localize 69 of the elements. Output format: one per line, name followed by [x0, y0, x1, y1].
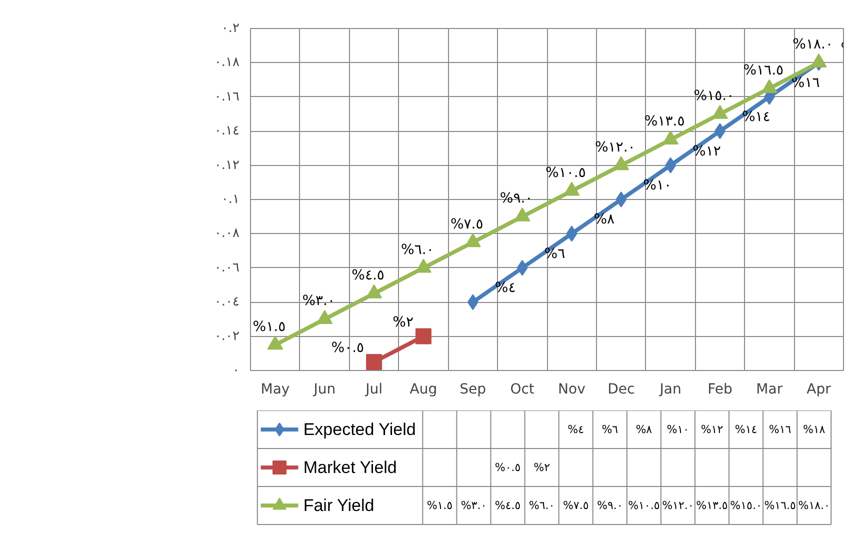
text: %١٢.٠: [662, 499, 694, 512]
x-tick-label: Dec: [608, 382, 635, 398]
y-tick-label: ٠.١٨: [214, 55, 240, 70]
data-label: %١٣.٥: [644, 114, 685, 130]
x-tick-label: Mar: [756, 382, 783, 398]
x-tick-label: Jan: [658, 382, 682, 398]
data-label: %٠.٥: [331, 340, 364, 356]
data-label: %٢: [392, 314, 414, 330]
y-tick-label: ٠.١٢: [214, 158, 240, 173]
x-tick-label: Sep: [460, 382, 486, 398]
legend-label: Market Yield: [303, 458, 397, 477]
y-tick-label: ٠.٠٢: [214, 328, 240, 344]
data-label: %١٠: [643, 178, 672, 194]
data-label: %٦.٠: [401, 242, 434, 258]
x-tick-label: Feb: [708, 382, 732, 398]
data-label: %١.٥: [252, 318, 286, 335]
legend-label: Expected Yield: [303, 420, 416, 439]
data-label: %١٦.٥: [743, 62, 784, 78]
text: %١٥.٠: [730, 499, 762, 512]
y-tick-label: ٠.٠٨: [214, 226, 240, 242]
x-tick-label: Oct: [510, 382, 535, 398]
y-tick-label: ٠: [232, 363, 240, 378]
text: %٦.٠: [528, 499, 555, 512]
text: %١.٥: [426, 499, 453, 512]
text: %١٠.٥: [628, 499, 660, 512]
text: %٢: [534, 461, 550, 474]
x-tick-label: Jul: [364, 382, 382, 398]
data-label: %٤: [494, 280, 516, 296]
text: %٤.٥: [494, 499, 521, 512]
x-tick-label: Jun: [312, 382, 336, 398]
data-label: %٤.٥: [352, 268, 384, 284]
x-tick-label: Aug: [410, 382, 438, 398]
text: %١٢: [700, 423, 724, 436]
text: %٧.٥: [562, 499, 589, 512]
text: %١٨: [802, 423, 826, 436]
text: %١٤: [734, 423, 758, 436]
y-tick-label: ٠.١٤: [214, 124, 240, 139]
data-label: %٣.٠: [302, 293, 336, 310]
data-label: %١٥.٠: [694, 88, 734, 104]
y-tick-label: ٠.٠٤: [214, 294, 240, 310]
text: %١٨.٠: [798, 499, 830, 512]
data-label: %٧.٥: [450, 216, 484, 232]
y-tick-label: ٠.٠٦: [214, 260, 240, 276]
text: %١٦.٥: [764, 499, 796, 512]
data-label: %١٢: [692, 143, 721, 160]
data-label: %١٤: [742, 109, 770, 126]
y-tick-label: ٠.٢: [221, 21, 240, 36]
text: %١٠: [666, 423, 690, 436]
data-label: %١٢.٠: [594, 139, 636, 156]
y-tick-label: ٠.١٦: [214, 89, 240, 104]
x-tick-label: May: [260, 382, 290, 398]
text: %٦: [602, 423, 618, 436]
data-label: %٨: [594, 212, 616, 228]
data-label: %٩.٠: [500, 190, 533, 207]
text: %٩.٠: [596, 499, 623, 512]
text: %٠.٥: [494, 461, 521, 474]
data-label: %٦: [544, 246, 566, 262]
x-tick-label: Nov: [558, 382, 586, 398]
data-label: %١٠.٥: [546, 164, 586, 181]
text: %١٣.٥: [696, 499, 728, 512]
x-tick-label: Apr: [806, 382, 832, 398]
data-label: %١٨.٠: [792, 36, 833, 53]
text: %٨: [636, 423, 652, 436]
data-label: %١٦: [791, 74, 820, 91]
text: %٤: [568, 423, 584, 436]
text: %٣.٠: [460, 499, 487, 512]
legend-label: Fair Yield: [303, 496, 374, 515]
text: %١٦: [768, 423, 792, 436]
y-tick-label: ٠.١: [221, 192, 240, 207]
